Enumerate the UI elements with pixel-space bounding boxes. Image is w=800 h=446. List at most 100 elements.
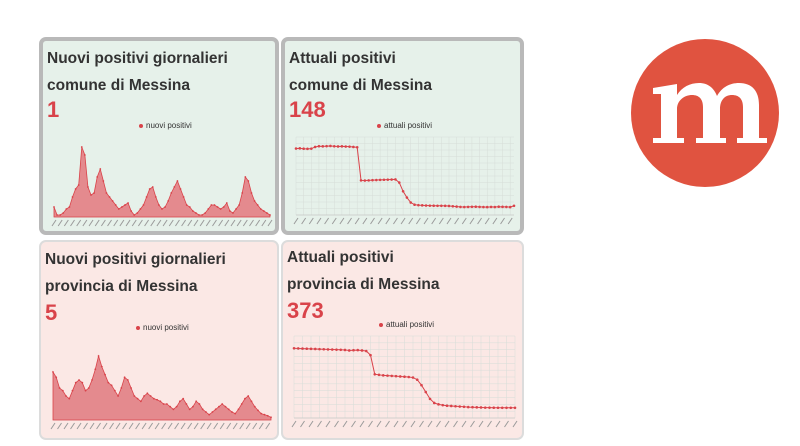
x-tick-mark: [444, 420, 450, 428]
x-tick-mark: [436, 420, 441, 428]
x-tick-mark: [181, 219, 187, 227]
data-point: [244, 176, 247, 178]
x-tick-mark: [154, 422, 160, 430]
x-tick-mark: [168, 219, 174, 227]
x-tick-mark: [354, 217, 360, 225]
data-point: [55, 376, 58, 379]
data-point: [501, 205, 504, 209]
data-point: [100, 365, 103, 368]
data-point: [162, 403, 165, 405]
data-point: [489, 205, 493, 209]
x-tick-mark: [242, 219, 248, 227]
data-point: [309, 147, 313, 150]
data-point: [260, 412, 263, 415]
data-point: [151, 186, 154, 188]
data-point: [266, 212, 268, 214]
data-point: [123, 376, 126, 379]
data-point: [113, 389, 116, 392]
x-tick-mark: [393, 217, 398, 225]
x-tick-mark: [180, 422, 186, 430]
data-point: [508, 205, 512, 209]
data-point: [505, 406, 508, 410]
legend-label: attuali positivi: [384, 121, 433, 130]
data-point: [93, 192, 96, 194]
x-tick-mark: [156, 219, 162, 227]
data-point: [269, 214, 271, 216]
data-point: [201, 408, 204, 411]
data-point: [139, 400, 142, 403]
x-tick-mark: [94, 219, 100, 227]
data-point: [332, 144, 336, 148]
data-point: [386, 374, 389, 377]
brand-logo-icon: [631, 39, 779, 187]
x-tick-mark: [504, 420, 509, 428]
x-tick-mark: [131, 219, 137, 227]
data-point: [182, 196, 185, 198]
x-tick-mark: [446, 217, 452, 225]
legend-dot-icon: [139, 123, 143, 128]
x-tick-mark: [317, 420, 322, 428]
data-point: [415, 378, 419, 382]
data-point: [195, 212, 197, 214]
x-tick-mark: [495, 420, 501, 428]
data-point: [496, 406, 500, 410]
data-point: [325, 144, 328, 148]
x-tick-mark: [461, 217, 467, 225]
data-point: [432, 401, 436, 405]
card-value: 148: [289, 97, 326, 122]
data-point: [375, 178, 378, 182]
x-tick-mark: [187, 219, 193, 227]
x-tick-mark: [82, 219, 88, 227]
chart-legend: attuali positivi: [379, 320, 434, 329]
data-point: [90, 194, 92, 196]
x-tick-mark: [199, 219, 205, 227]
data-point: [451, 204, 455, 208]
line-chart: [291, 335, 518, 428]
data-point: [505, 205, 508, 209]
legend-dot-icon: [136, 325, 140, 330]
data-point: [352, 348, 355, 352]
data-point: [213, 204, 216, 206]
x-tick-mark: [224, 219, 230, 227]
data-point: [124, 204, 126, 206]
data-point: [253, 200, 256, 202]
card-value: 1: [47, 97, 60, 122]
x-tick-mark: [512, 420, 518, 428]
data-point: [216, 206, 219, 208]
data-point: [218, 405, 220, 408]
data-point: [437, 403, 440, 406]
data-point: [108, 196, 111, 198]
card-title-line2: comune di Messina: [289, 77, 432, 94]
data-point: [94, 368, 97, 371]
x-tick-mark: [162, 219, 168, 227]
data-point: [386, 178, 390, 181]
data-point: [441, 403, 445, 407]
data-point: [117, 208, 120, 210]
data-point: [169, 405, 172, 408]
x-tick-mark: [137, 219, 143, 227]
x-tick-mark: [249, 219, 254, 227]
data-point: [466, 405, 470, 409]
data-point: [117, 395, 119, 397]
data-point: [417, 203, 420, 207]
data-point: [447, 204, 451, 208]
data-point: [159, 400, 162, 403]
data-point: [81, 381, 84, 384]
data-point: [355, 145, 359, 149]
data-point: [120, 387, 123, 389]
data-point: [493, 205, 497, 209]
data-point: [208, 413, 211, 416]
data-point: [363, 179, 367, 182]
x-tick-mark: [115, 422, 121, 430]
data-point: [164, 206, 166, 208]
x-tick-mark: [301, 217, 307, 225]
data-point: [394, 178, 397, 181]
data-point: [192, 405, 194, 408]
x-tick-mark: [427, 420, 433, 428]
data-point: [378, 178, 382, 182]
data-point: [512, 204, 516, 208]
data-point: [405, 196, 409, 199]
area-chart: [50, 354, 272, 430]
data-point: [343, 348, 347, 352]
data-point: [77, 184, 80, 186]
